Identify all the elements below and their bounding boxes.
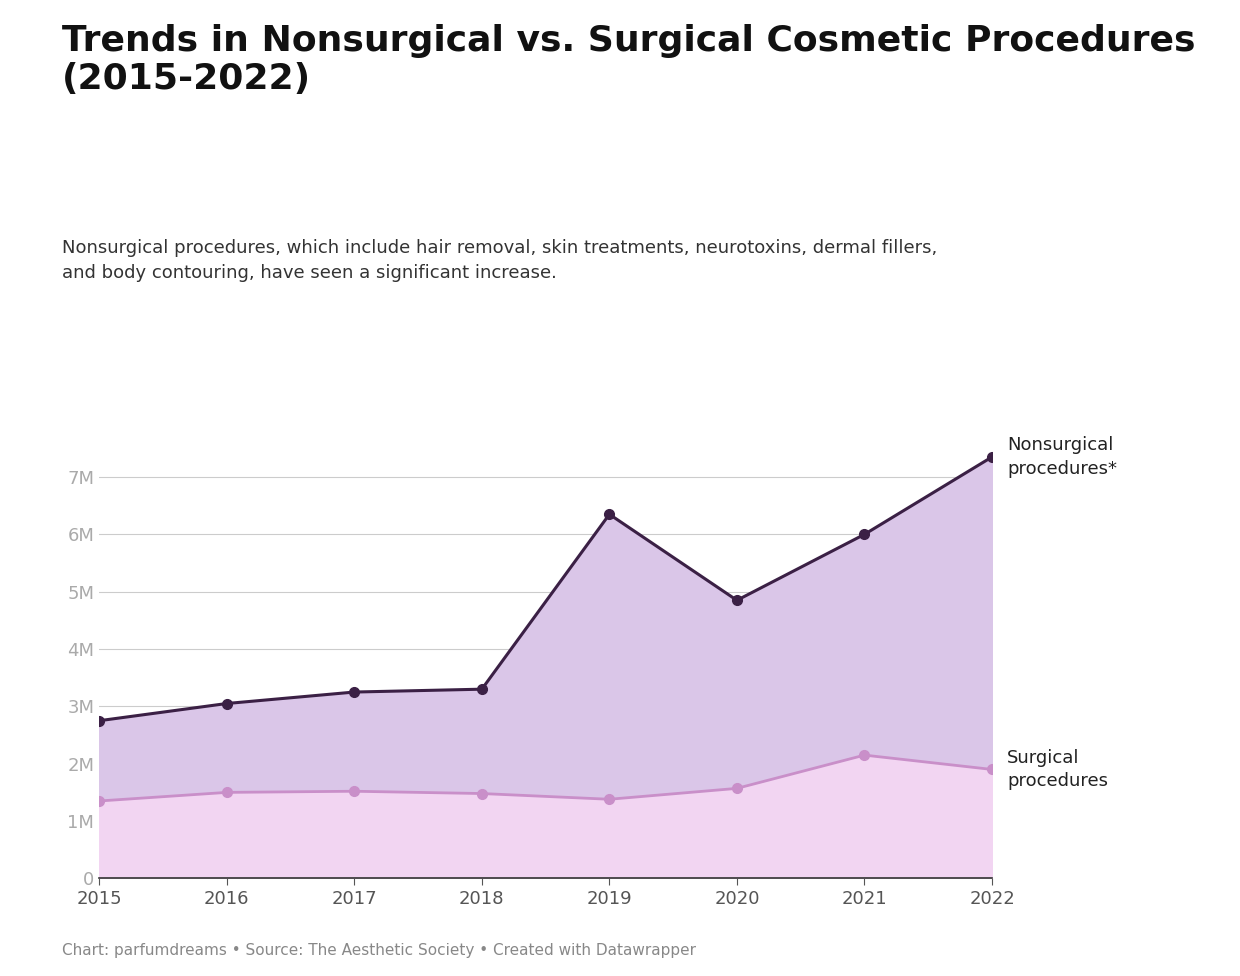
Text: Surgical
procedures: Surgical procedures [1007, 749, 1109, 791]
Text: Chart: parfumdreams • Source: The Aesthetic Society • Created with Datawrapper: Chart: parfumdreams • Source: The Aesthe… [62, 944, 696, 958]
Text: Trends in Nonsurgical vs. Surgical Cosmetic Procedures
(2015-2022): Trends in Nonsurgical vs. Surgical Cosme… [62, 24, 1195, 97]
Text: Nonsurgical procedures, which include hair removal, skin treatments, neurotoxins: Nonsurgical procedures, which include ha… [62, 239, 937, 282]
Text: Nonsurgical
procedures*: Nonsurgical procedures* [1007, 436, 1117, 477]
